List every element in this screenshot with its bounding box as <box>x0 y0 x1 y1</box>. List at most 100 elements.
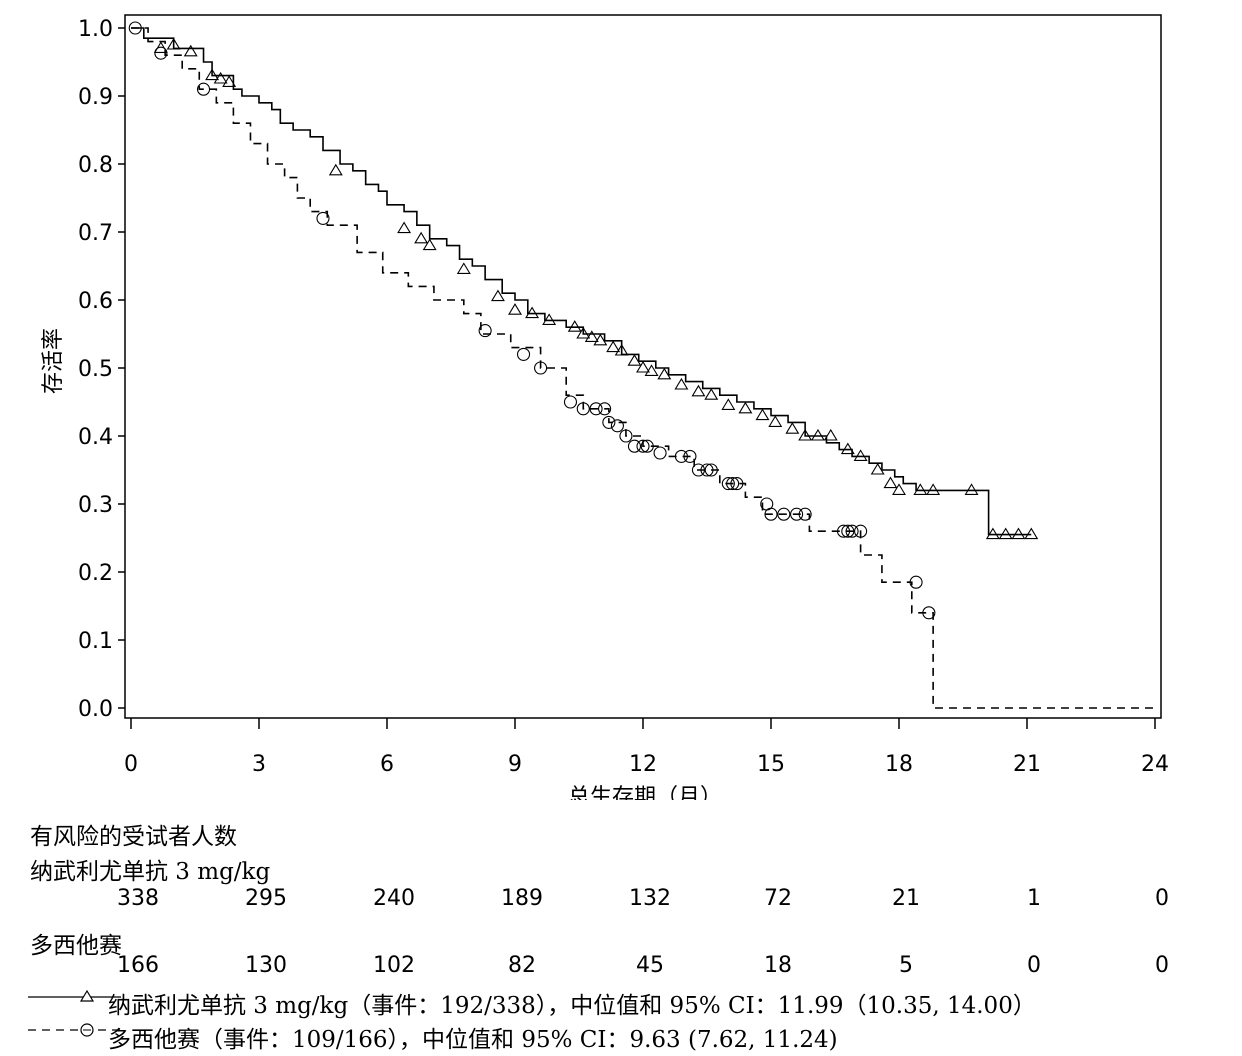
censor-triangle <box>985 527 1000 540</box>
censor-circle <box>790 507 804 521</box>
risk-count: 189 <box>501 886 543 911</box>
y-tick-label: 0.6 <box>78 289 113 314</box>
series-line-2 <box>131 27 1155 709</box>
censor-circle <box>674 449 688 463</box>
censor-triangle <box>397 221 412 234</box>
censor-circle <box>691 463 706 477</box>
legend-entry-2: 多西他赛（事件：109/166），中位值和 95% CI：9.63 (7.62,… <box>108 1027 838 1053</box>
x-axis: 0 3 6 9 12 15 18 21 24 <box>124 718 1169 777</box>
x-axis-title: 总生存期（月） <box>568 785 722 800</box>
censor-triangle <box>892 483 906 495</box>
y-tick-label: 0.9 <box>78 85 113 110</box>
censor-triangle <box>508 303 522 315</box>
risk-count: 1 <box>1027 886 1041 911</box>
censor-circle <box>909 575 923 589</box>
risk-count: 0 <box>1027 953 1041 978</box>
censor-circle <box>922 606 936 620</box>
censor-circle <box>704 463 718 477</box>
censor-triangle <box>328 163 343 176</box>
censor-circle <box>154 46 168 60</box>
censor-triangle <box>657 367 672 380</box>
censor-triangle <box>798 428 813 441</box>
x-tick-label: 12 <box>629 752 657 777</box>
risk-count: 45 <box>636 953 664 978</box>
survival-curves <box>131 27 1155 709</box>
risk-count: 130 <box>245 953 287 978</box>
censor-triangle <box>627 354 642 366</box>
x-tick-label: 9 <box>508 752 522 777</box>
risk-count: 132 <box>629 886 671 911</box>
censor-triangle <box>1011 527 1026 540</box>
y-tick-label: 0.4 <box>78 425 113 450</box>
censor-circle <box>730 477 744 491</box>
y-tick-label: 0.7 <box>78 221 113 246</box>
censor-circle <box>478 324 492 338</box>
censor-triangle <box>213 71 228 84</box>
censor-circle <box>841 524 855 538</box>
risk-count: 0 <box>1155 953 1169 978</box>
censor-circle <box>836 524 851 538</box>
km-chart: 0.0 0.1 0.2 0.3 0.4 0.5 0.6 0.7 0.8 0.9 1.0 0 3 6 9 12… <box>41 14 1169 800</box>
censor-circle <box>653 446 667 460</box>
censor-triangle <box>584 330 599 342</box>
risk-group-1-label: 纳武利尤单抗 3 mg/kg <box>30 859 271 885</box>
censor-triangle <box>525 306 540 319</box>
censor-triangle <box>704 388 719 400</box>
censor-triangle <box>691 384 706 397</box>
censor-circle <box>576 402 590 416</box>
censor-triangle <box>853 449 868 461</box>
censor-circle <box>598 402 612 416</box>
censor-triangle <box>1024 527 1039 540</box>
x-tick-label: 15 <box>757 752 785 777</box>
y-tick-label: 0.8 <box>78 153 113 178</box>
censor-circle <box>516 347 531 361</box>
censor-circle <box>602 415 616 429</box>
risk-count: 72 <box>764 886 792 911</box>
censor-triangle <box>823 428 838 441</box>
censor-triangle <box>490 289 505 302</box>
risk-count: 338 <box>117 886 159 911</box>
censor-triangle <box>542 313 557 325</box>
censor-triangle <box>606 340 621 353</box>
censor-triangle <box>614 343 629 356</box>
y-tick-label: 0.3 <box>78 493 113 518</box>
risk-count: 18 <box>764 953 792 978</box>
censor-triangle <box>456 262 471 274</box>
risk-count: 240 <box>373 886 415 911</box>
censor-circle <box>316 211 330 225</box>
x-tick-label: 18 <box>885 752 913 777</box>
censor-triangle <box>422 238 437 251</box>
censor-circle <box>845 524 859 538</box>
censor-triangle <box>755 408 770 421</box>
y-tick-label: 0.5 <box>78 357 113 382</box>
censor-triangle <box>205 68 220 81</box>
censor-circle <box>683 449 697 463</box>
risk-count: 21 <box>892 886 920 911</box>
censor-circle <box>777 507 791 521</box>
x-tick-label: 6 <box>380 752 394 777</box>
censor-circle <box>726 477 740 491</box>
censor-circle <box>764 507 778 521</box>
risk-group-2-label: 多西他赛 <box>30 933 122 959</box>
censor-circle <box>196 82 211 96</box>
censor-circle <box>619 429 633 443</box>
censor-triangle <box>768 415 783 427</box>
legend-triangle-icon <box>79 989 95 1002</box>
series-line-1 <box>131 27 1032 536</box>
censor-triangle <box>414 231 429 244</box>
censor-triangle <box>883 476 898 489</box>
censor-triangle <box>738 401 753 414</box>
censor-triangle <box>870 462 885 475</box>
censor-circle <box>627 439 642 453</box>
censor-circle <box>854 524 868 538</box>
legend-keys <box>28 989 121 1037</box>
censor-triangle <box>576 326 591 339</box>
censor-triangle <box>674 377 689 390</box>
x-tick-label: 0 <box>124 752 138 777</box>
risk-count: 82 <box>508 953 536 978</box>
censor-circle <box>640 439 654 453</box>
y-tick-label: 0.0 <box>78 697 113 722</box>
censor-triangle <box>567 320 582 332</box>
censor-circle <box>589 402 603 416</box>
y-tick-label: 0.1 <box>78 629 113 654</box>
